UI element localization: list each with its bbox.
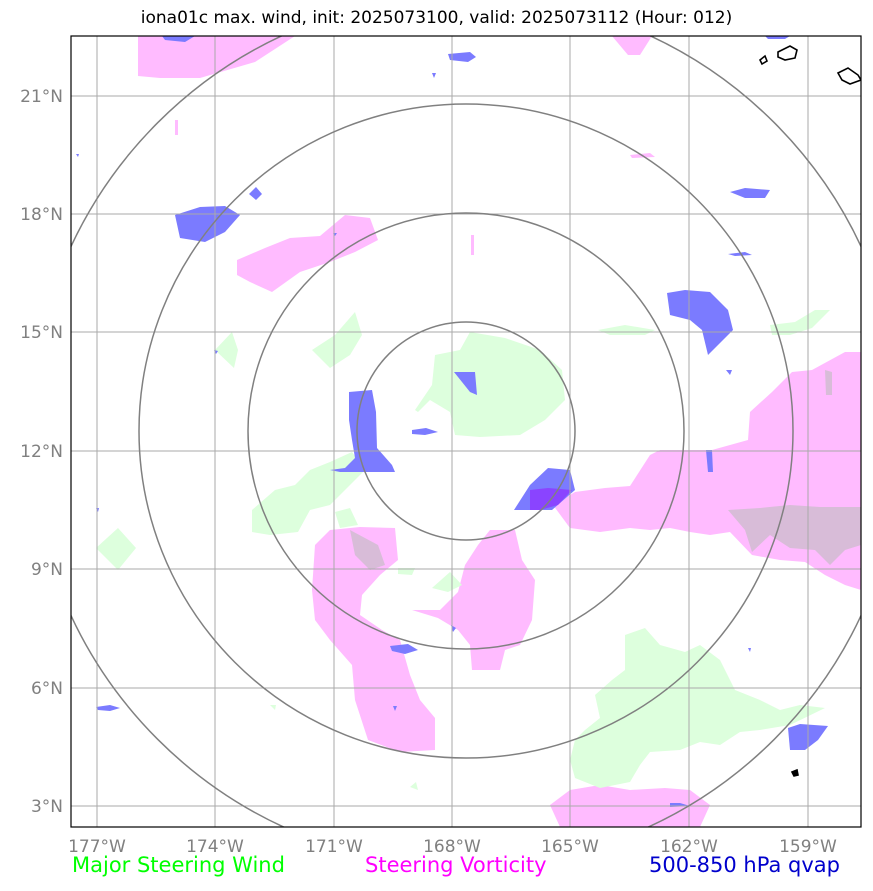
lon-tick-labels: 177°W 174°W 171°W 168°W 165°W 162°W 159°… [68, 837, 837, 857]
range-ring-3 [138, 103, 794, 759]
lon-tick-label: 171°W [305, 837, 363, 857]
legend-steering-wind: Major Steering Wind [72, 853, 285, 877]
lon-tick-label: 165°W [541, 837, 599, 857]
lon-tick-label: 168°W [423, 837, 481, 857]
range-ring-1 [356, 321, 576, 541]
legend-steering-vorticity: Steering Vorticity [365, 853, 547, 877]
legend-qvap: 500-850 hPa qvap [649, 853, 840, 877]
island-small [790, 768, 799, 777]
coastlines [758, 45, 861, 777]
plot-frame [70, 35, 862, 828]
lat-tick-label: 3°N [31, 797, 63, 817]
lat-tick-label: 21°N [20, 87, 63, 107]
lon-tick-label: 162°W [660, 837, 718, 857]
lat-tick-label: 6°N [31, 679, 63, 699]
island-oahu [777, 45, 798, 61]
lat-tick-label: 12°N [20, 442, 63, 462]
lon-tick-label: 177°W [68, 837, 126, 857]
graticule [71, 36, 861, 827]
lat-tick-label: 15°N [20, 323, 63, 343]
lon-tick-label: 174°W [186, 837, 244, 857]
island-kauai [758, 54, 768, 66]
lon-tick-label: 159°W [779, 837, 837, 857]
lat-tick-labels: 3°N 6°N 9°N 12°N 15°N 18°N 21°N [20, 87, 63, 817]
steering-wind-layer [96, 310, 830, 790]
lat-tick-label: 18°N [20, 205, 63, 225]
map-title: iona01c max. wind, init: 2025073100, val… [140, 8, 733, 28]
island-molokai-maui [836, 67, 861, 85]
vorticity-wind-overlap [350, 370, 861, 570]
range-rings [71, 36, 861, 827]
range-ring-2 [247, 212, 685, 650]
lat-tick-label: 9°N [31, 560, 63, 580]
